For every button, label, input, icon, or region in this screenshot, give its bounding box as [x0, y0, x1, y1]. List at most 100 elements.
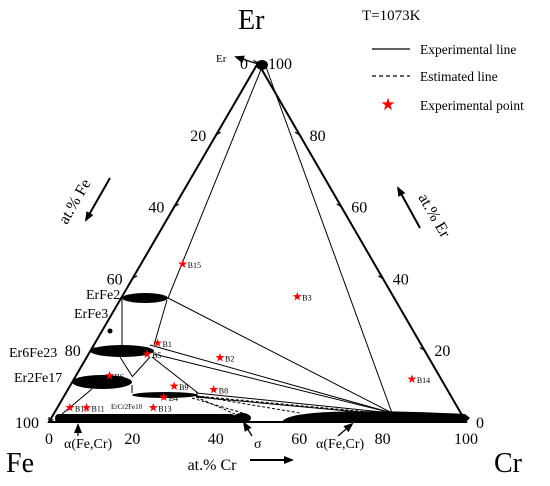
experimental-point: ★ B6 — [104, 368, 124, 382]
experimental-point: ★ B5 — [142, 347, 162, 361]
experimental-point: ★ B4 — [158, 390, 178, 404]
bottom-tick-label: 40 — [208, 431, 224, 448]
tie-line — [61, 388, 93, 415]
bottom-axis-ticks: 0 20 40 60 80 100 — [45, 417, 478, 448]
experimental-point: ★ B9 — [169, 379, 189, 393]
tick-mark — [174, 203, 180, 208]
point-star-icon: ★ — [215, 350, 226, 364]
right-tick-label: 60 — [351, 200, 367, 217]
tie-line — [149, 344, 393, 414]
tick-mark — [336, 203, 342, 208]
experimental-point: ★ B14 — [406, 372, 430, 386]
point-star-icon: ★ — [104, 368, 115, 382]
bottom-tick-label: 20 — [124, 431, 140, 448]
left-axis-title: at.% Fe — [56, 176, 95, 227]
phase-regions — [55, 60, 470, 423]
point-label: B4 — [169, 394, 178, 403]
point-label: B6 — [115, 372, 124, 381]
corner-label-cr: Cr — [494, 448, 523, 479]
point-label: B1 — [163, 340, 172, 349]
bottom-tick-label: 100 — [454, 431, 478, 448]
estimated-line — [197, 395, 301, 414]
tie-line — [167, 297, 393, 414]
erfe2-phase-region — [122, 293, 168, 303]
legend: T=1073K Experimental line Estimated line… — [362, 8, 524, 114]
estimated-line — [195, 395, 391, 415]
bottom-tick-label: 60 — [291, 431, 307, 448]
alpha-fe-phase-region — [55, 414, 235, 423]
point-star-icon: ★ — [158, 390, 169, 404]
tie-line — [195, 396, 393, 416]
point-label: B10 — [75, 405, 88, 414]
phase-label-er2fe17: Er2Fe17 — [14, 371, 62, 386]
phase-label-er: Er — [216, 53, 227, 65]
left-tick-label: 20 — [190, 128, 206, 145]
sigma-phase-region — [233, 413, 251, 423]
point-star-icon: ★ — [208, 383, 219, 397]
point-star-icon: ★ — [142, 347, 153, 361]
left-axis-ticks: 0 20 40 60 80 100 — [15, 56, 263, 432]
phase-labels: Er ErFe2 ErFe3 Er6Fe23 Er2Fe17 ErCr2Fe10… — [9, 53, 364, 452]
phase-label-erfe2: ErFe2 — [86, 288, 120, 303]
experimental-point: ★ B15 — [177, 257, 201, 271]
right-axis-arrow — [397, 186, 421, 229]
left-tick-label: 0 — [240, 56, 248, 73]
experimental-point: ★ B8 — [208, 383, 228, 397]
point-star-icon: ★ — [177, 257, 188, 271]
point-label: B8 — [219, 387, 228, 396]
alpha-cr-phase-region — [282, 411, 470, 423]
corner-label-er: Er — [238, 5, 265, 36]
triangle-outline — [47, 61, 468, 423]
tick-mark — [461, 418, 467, 423]
tie-line — [151, 356, 199, 394]
point-label: B11 — [92, 405, 105, 414]
phase-label-ercr2fe10: ErCr2Fe10 — [111, 403, 143, 411]
phase-label-sigma: σ — [254, 437, 262, 452]
point-star-icon: ★ — [169, 379, 180, 393]
estimated-line — [195, 396, 236, 415]
point-label: B13 — [158, 405, 171, 414]
point-star-icon: ★ — [81, 401, 92, 415]
erfe3-phase-region — [107, 328, 113, 334]
right-tick-label: 20 — [434, 343, 450, 360]
left-tick-label: 60 — [107, 271, 123, 288]
point-star-icon: ★ — [292, 289, 303, 303]
tie-line — [195, 392, 393, 414]
tie-line — [167, 66, 263, 299]
experimental-point: ★ B3 — [292, 289, 312, 303]
point-label: B14 — [417, 376, 430, 385]
legend-experimental-point-label: Experimental point — [420, 98, 524, 113]
tie-line — [131, 356, 151, 378]
legend-experimental-line-label: Experimental line — [420, 42, 516, 57]
corner-label-fe: Fe — [6, 448, 34, 479]
point-star-icon: ★ — [406, 372, 417, 386]
left-axis-arrow — [85, 177, 111, 222]
phase-label-alpha-fe: α(Fe,Cr) — [64, 437, 112, 452]
legend-estimated-line-label: Estimated line — [420, 69, 498, 84]
phase-label-alpha-cr: α(Fe,Cr) — [316, 437, 364, 452]
left-tick-label: 40 — [148, 200, 164, 217]
left-axis-title-group: at.% Fe — [56, 176, 95, 227]
estimated-lines — [191, 395, 391, 415]
point-star-icon: ★ — [148, 401, 159, 415]
point-label: B2 — [225, 354, 234, 363]
phase-label-er6fe23: Er6Fe23 — [9, 346, 57, 361]
tick-mark — [253, 59, 259, 64]
bottom-tick-label: 0 — [45, 431, 53, 448]
er2fe17-phase-region — [72, 375, 132, 389]
alpha-cr-pointer-arrow — [337, 422, 354, 437]
left-tick-label: 80 — [65, 343, 81, 360]
tick-mark — [257, 59, 263, 64]
tick-mark — [377, 275, 384, 279]
tick-mark — [132, 275, 138, 279]
right-axis-title: at.% Er — [415, 191, 454, 242]
tick-mark — [294, 131, 300, 136]
tie-line — [265, 66, 393, 414]
right-tick-label: 100 — [268, 56, 292, 73]
right-tick-label: 80 — [310, 128, 326, 145]
experimental-point: ★ B1 — [152, 336, 172, 350]
bottom-tick-label: 80 — [375, 431, 391, 448]
right-axis-title-group: at.% Er — [415, 191, 454, 242]
